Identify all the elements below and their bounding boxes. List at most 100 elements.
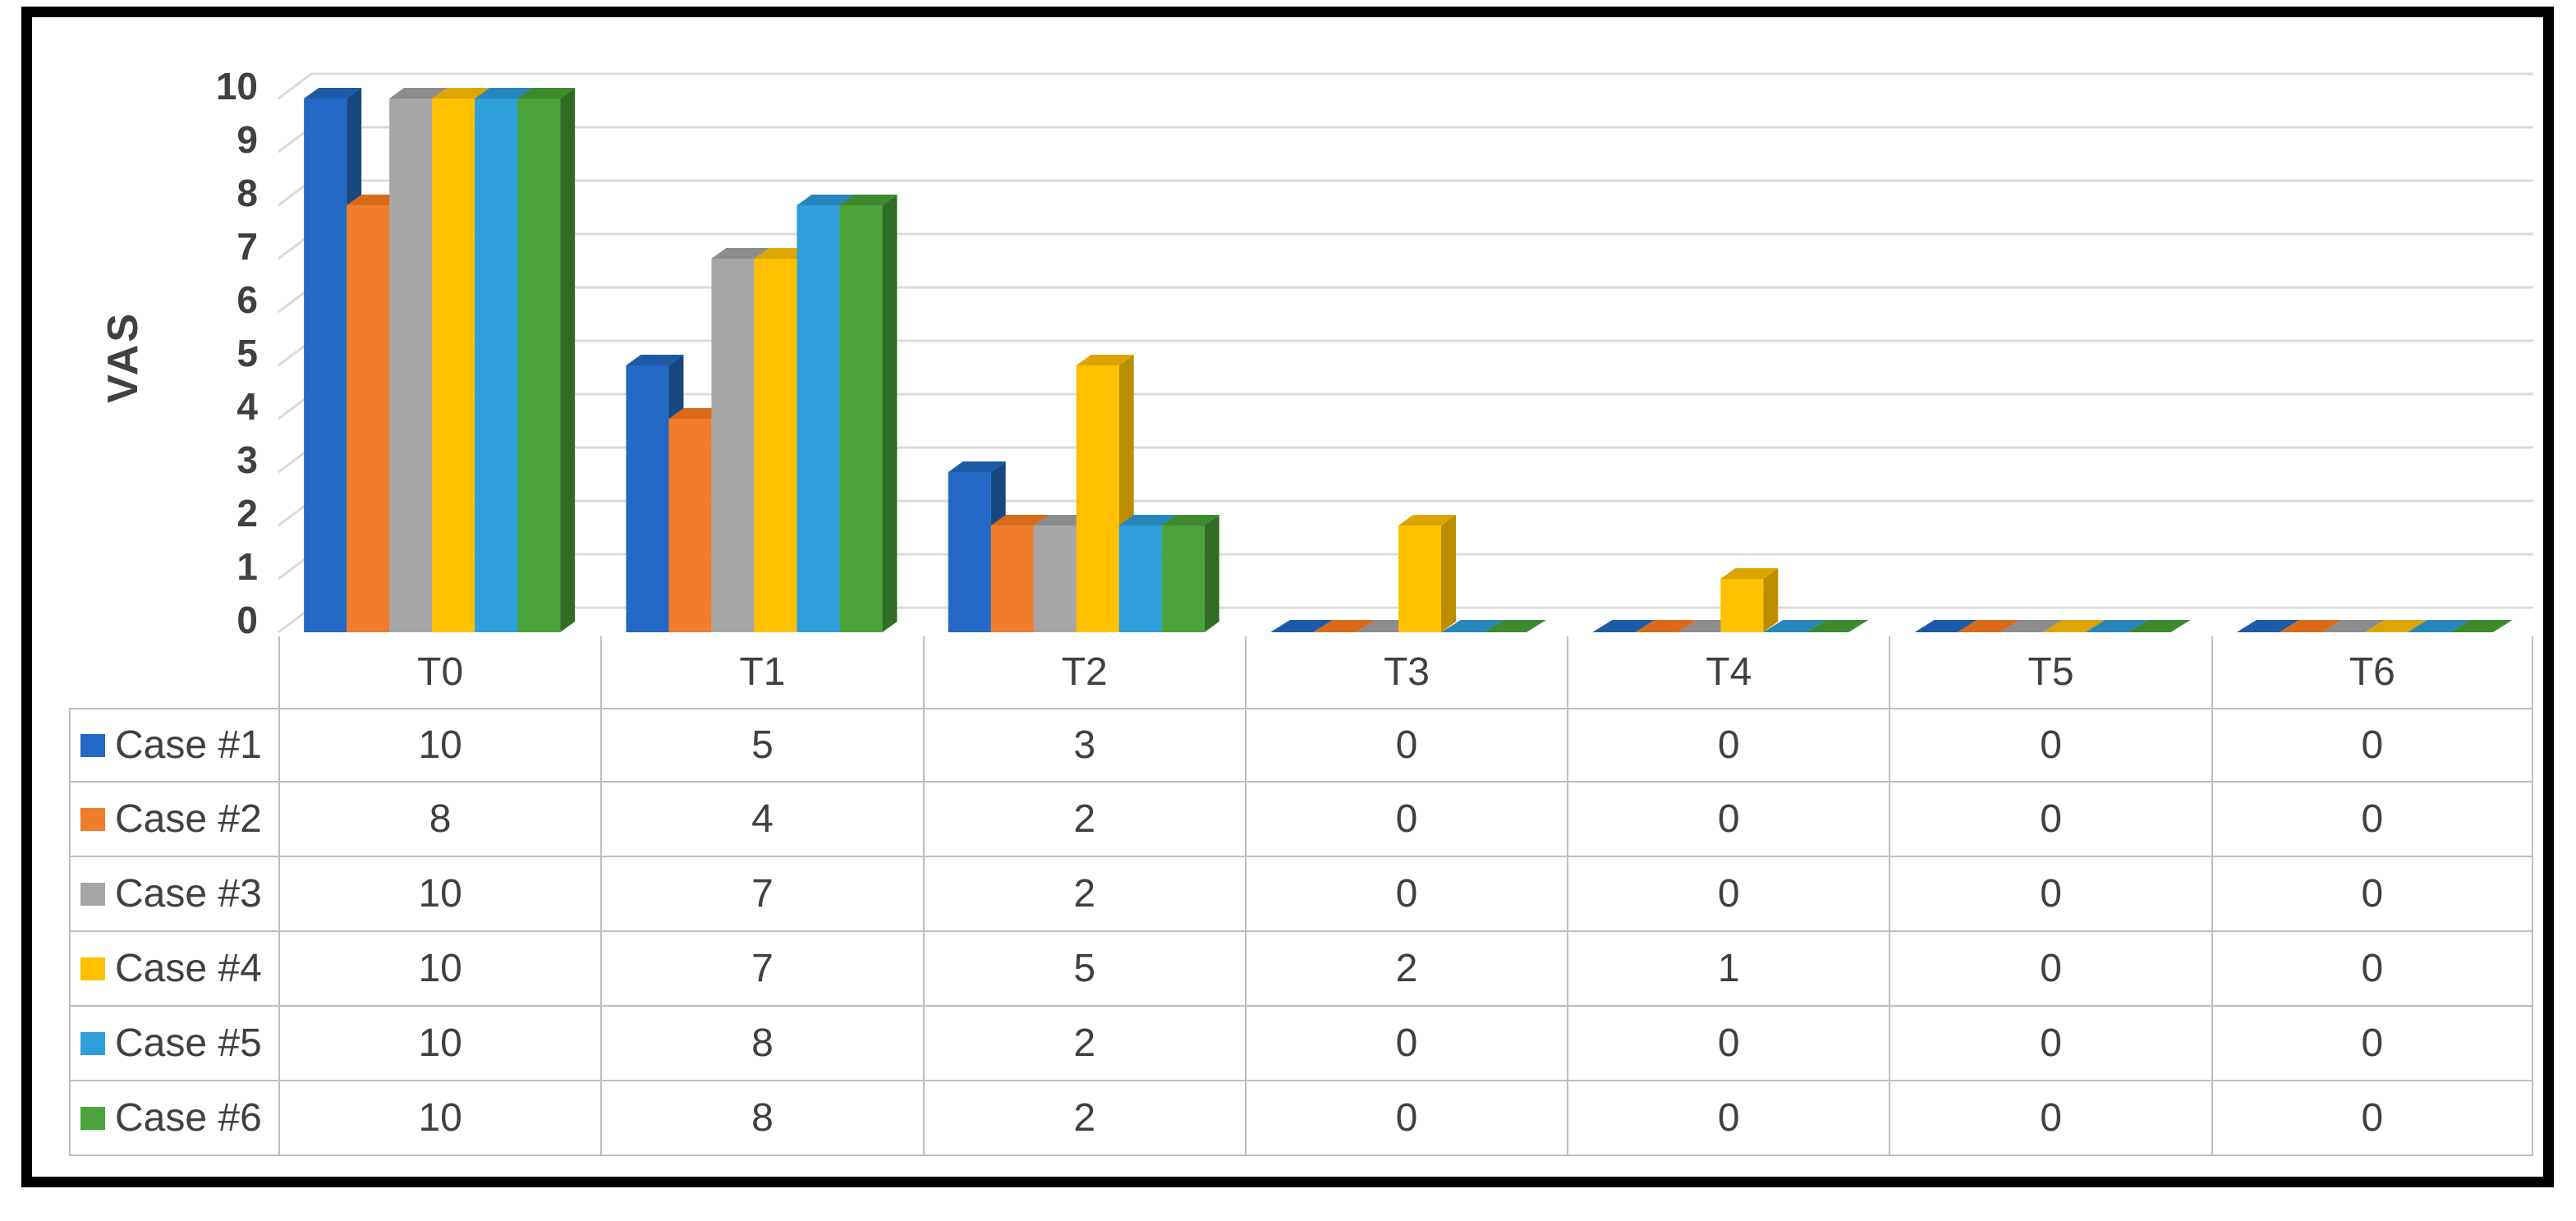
bar-front-face <box>839 205 883 632</box>
legend-swatch-Case5 <box>80 1031 105 1055</box>
tile-Case5-T4 <box>1763 620 1826 632</box>
value-cell-Case4-T5: 0 <box>1889 932 2211 1007</box>
legend-cell-Case4: Case #4 <box>69 932 278 1007</box>
value-cell-Case3-T0: 10 <box>278 857 601 932</box>
bar-side-face <box>560 88 576 632</box>
bar-top-face <box>389 88 448 99</box>
y-axis-title: VAS <box>99 311 147 403</box>
legend-cell-Case2: Case #2 <box>69 783 278 857</box>
bar-front-face <box>1076 365 1119 632</box>
bar-top-face <box>304 88 362 99</box>
bar-front-face <box>1033 526 1077 632</box>
bar-front-face <box>1398 526 1441 632</box>
value-cell-Case4-T4: 1 <box>1567 932 1890 1007</box>
bar-front-face <box>1118 526 1162 632</box>
bar-front-face <box>990 526 1034 632</box>
category-header-T0: T0 <box>278 636 600 708</box>
value-cell-Case2-T4: 0 <box>1567 783 1890 857</box>
value-cell-Case1-T6: 0 <box>2211 708 2533 783</box>
value-cell-Case6-T5: 0 <box>1889 1081 2211 1156</box>
bar-top-face <box>1398 515 1456 526</box>
gridline-3 <box>278 446 2533 474</box>
tile-Case3-T6 <box>2321 620 2385 632</box>
value-cell-Case3-T1: 7 <box>600 857 923 932</box>
bar-top-face <box>1076 355 1134 365</box>
value-cell-Case6-T3: 0 <box>1244 1081 1568 1156</box>
bar-top-face <box>432 88 490 99</box>
tile-Case4-T6 <box>2364 620 2427 632</box>
bar-top-face <box>797 195 855 205</box>
tile-Case1-T4 <box>1592 620 1655 632</box>
value-cell-Case6-T1: 8 <box>600 1081 923 1156</box>
value-cell-Case3-T2: 2 <box>922 857 1245 932</box>
value-cell-Case5-T5: 0 <box>1889 1007 2211 1081</box>
bar-front-face <box>754 259 797 632</box>
zero-value-floor-tiles <box>1270 620 2513 632</box>
tile-Case6-T4 <box>1806 620 1869 632</box>
bar-top-face <box>948 461 1006 472</box>
bar-Case4-T4 <box>1720 568 1779 632</box>
value-cell-Case5-T3: 0 <box>1244 1007 1568 1081</box>
legend-label: Case #6 <box>115 1096 262 1140</box>
value-cell-Case1-T1: 5 <box>600 708 923 783</box>
value-cell-Case6-T0: 10 <box>278 1081 601 1156</box>
category-header-T1: T1 <box>600 636 922 708</box>
legend-cell-Case6: Case #6 <box>69 1081 278 1156</box>
value-cell-Case1-T5: 0 <box>1889 708 2211 783</box>
bar-top-face <box>839 195 898 205</box>
y-tick-label-6: 6 <box>236 278 258 321</box>
value-cell-Case5-T4: 0 <box>1567 1007 1890 1081</box>
legend-swatch-Case6 <box>80 1106 105 1130</box>
bar-front-face <box>432 99 475 632</box>
y-axis-tick-labels: 0 1 2 3 4 5 6 7 8 9 10 <box>216 65 259 641</box>
value-cell-Case2-T6: 0 <box>2211 783 2533 857</box>
y-tick-label-2: 2 <box>236 492 258 535</box>
value-cell-Case2-T1: 4 <box>600 783 923 857</box>
gridline-10 <box>278 72 2533 100</box>
value-cell-Case3-T3: 0 <box>1244 857 1568 932</box>
bar-front-face <box>668 419 712 632</box>
value-cell-Case3-T4: 0 <box>1567 857 1890 932</box>
value-cell-Case1-T4: 0 <box>1567 708 1890 783</box>
gridline-6 <box>278 286 2533 314</box>
bar-side-face <box>882 195 898 632</box>
bar-front-face <box>1720 579 1764 632</box>
tile-Case6-T6 <box>2450 620 2513 632</box>
gridline-7 <box>278 232 2533 260</box>
y-tick-label-8: 8 <box>236 172 258 214</box>
y-tick-label-4: 4 <box>236 385 258 428</box>
value-cell-Case5-T0: 10 <box>278 1007 601 1081</box>
tile-Case6-T3 <box>1484 620 1546 632</box>
tile-Case4-T5 <box>2042 620 2105 632</box>
value-cell-Case2-T2: 2 <box>922 783 1245 857</box>
value-cell-Case3-T6: 0 <box>2211 857 2533 932</box>
bar-top-face <box>990 515 1049 526</box>
bar-front-face <box>626 365 669 632</box>
legend-label: Case #4 <box>115 947 262 990</box>
value-cell-Case4-T3: 2 <box>1244 932 1568 1007</box>
bar-Case6-T1 <box>839 195 898 632</box>
tile-Case5-T5 <box>2085 620 2148 632</box>
tile-Case1-T5 <box>1914 620 1977 632</box>
legend-label: Case #3 <box>115 872 262 916</box>
bar-top-face <box>517 88 576 99</box>
legend-cell-Case1: Case #1 <box>69 708 278 783</box>
value-cell-Case2-T0: 8 <box>278 783 601 857</box>
bar-top-face <box>626 355 684 365</box>
value-cell-Case5-T2: 2 <box>922 1007 1245 1081</box>
tile-Case3-T5 <box>2000 620 2063 632</box>
category-header-T6: T6 <box>2211 636 2533 708</box>
legend-swatch-Case3 <box>80 882 105 906</box>
bar-front-face <box>347 205 390 632</box>
tile-Case2-T6 <box>2279 620 2342 632</box>
bar-side-face <box>1763 568 1779 632</box>
bar-front-face <box>389 99 433 632</box>
legend-cell-Case3: Case #3 <box>69 857 278 932</box>
legend-swatch-Case2 <box>80 807 105 831</box>
gridline-9 <box>278 126 2533 154</box>
value-cell-Case5-T1: 8 <box>600 1007 923 1081</box>
value-cell-Case2-T5: 0 <box>1889 783 2211 857</box>
legend-label: Case #2 <box>115 797 262 841</box>
gridline-8 <box>278 179 2533 207</box>
